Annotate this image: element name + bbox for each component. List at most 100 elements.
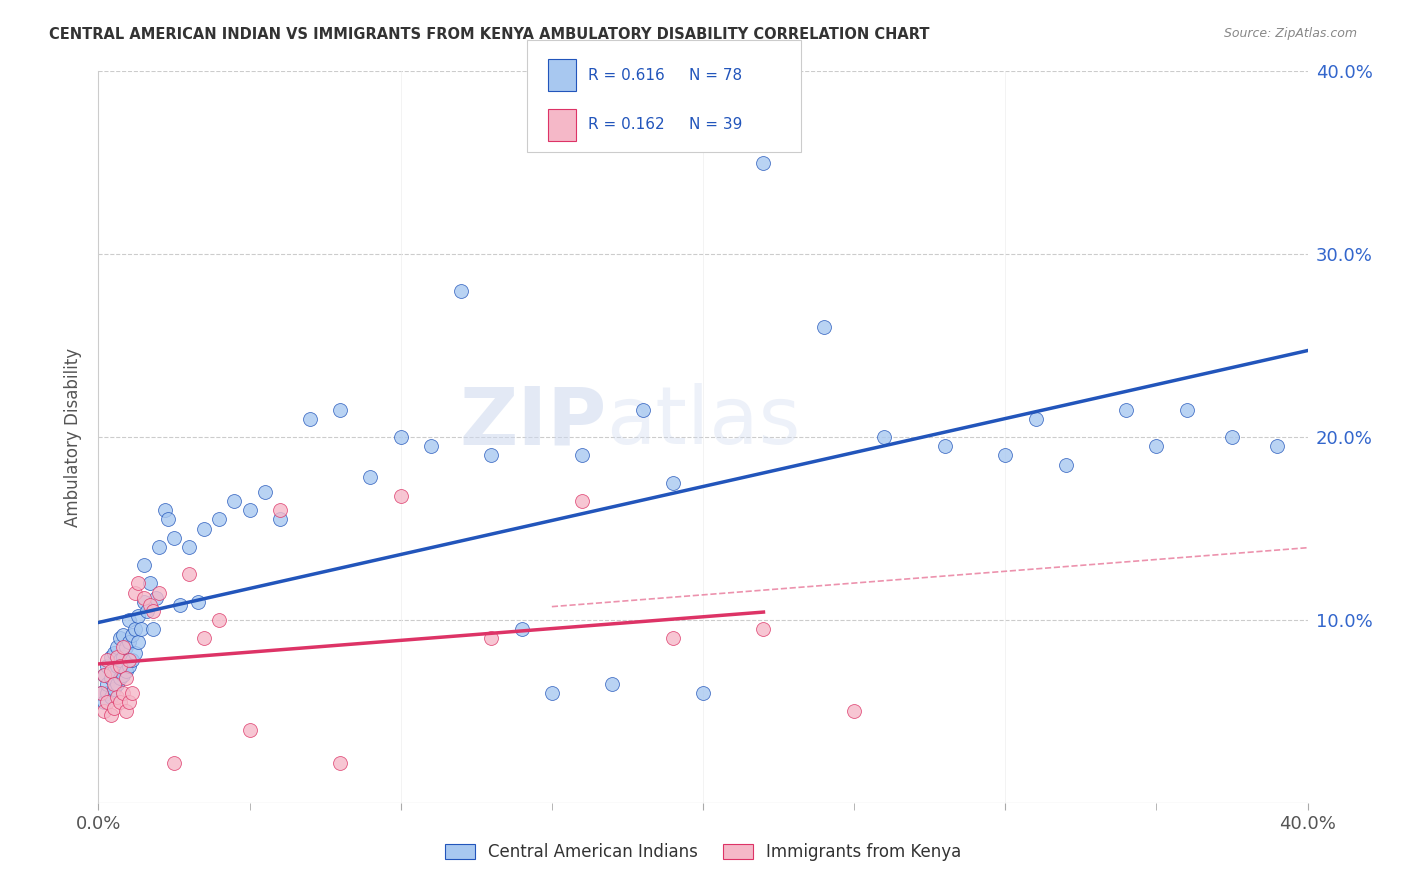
- Point: [96, 658, 118, 673]
- Legend: Central American Indians, Immigrants from Kenya: Central American Indians, Immigrants fro…: [437, 837, 969, 868]
- Text: Source: ZipAtlas.com: Source: ZipAtlas.com: [1223, 27, 1357, 40]
- Point: [103, 664, 125, 678]
- Point: [1144, 439, 1167, 453]
- Text: R = 0.616: R = 0.616: [588, 68, 665, 83]
- Point: [208, 613, 231, 627]
- Point: [103, 700, 125, 714]
- Point: [389, 489, 412, 503]
- Point: [100, 672, 122, 686]
- Point: [111, 686, 134, 700]
- Point: [103, 646, 125, 660]
- Point: [108, 658, 131, 673]
- Point: [510, 622, 533, 636]
- Point: [114, 705, 136, 719]
- Point: [994, 448, 1017, 462]
- Point: [187, 594, 209, 608]
- Point: [103, 677, 125, 691]
- Point: [124, 585, 146, 599]
- Point: [813, 320, 835, 334]
- Point: [132, 591, 155, 605]
- Point: [108, 632, 131, 646]
- Point: [124, 646, 146, 660]
- Point: [118, 658, 141, 673]
- Point: [108, 672, 131, 686]
- Point: [96, 695, 118, 709]
- Point: [156, 512, 179, 526]
- Point: [661, 632, 683, 646]
- Point: [139, 599, 162, 613]
- Point: [93, 667, 115, 681]
- Point: [111, 667, 134, 681]
- Point: [118, 635, 141, 649]
- Text: atlas: atlas: [606, 384, 800, 461]
- Text: R = 0.162: R = 0.162: [588, 117, 664, 132]
- Point: [389, 430, 412, 444]
- Text: N = 78: N = 78: [689, 68, 742, 83]
- Point: [121, 653, 143, 667]
- Point: [118, 653, 141, 667]
- Point: [124, 622, 146, 636]
- Point: [934, 439, 956, 453]
- Point: [163, 531, 186, 545]
- Point: [1220, 430, 1243, 444]
- Point: [93, 695, 115, 709]
- Point: [179, 540, 201, 554]
- Point: [132, 558, 155, 573]
- Point: [114, 664, 136, 678]
- Point: [118, 695, 141, 709]
- Point: [752, 156, 775, 170]
- Point: [96, 686, 118, 700]
- Y-axis label: Ambulatory Disability: Ambulatory Disability: [65, 348, 83, 526]
- Point: [96, 677, 118, 691]
- Point: [90, 686, 112, 700]
- Point: [100, 664, 122, 678]
- Point: [193, 632, 215, 646]
- Point: [420, 439, 443, 453]
- Point: [96, 653, 118, 667]
- Point: [129, 622, 152, 636]
- Point: [661, 475, 683, 490]
- Point: [169, 599, 191, 613]
- Point: [127, 609, 149, 624]
- Point: [105, 690, 128, 704]
- Point: [752, 622, 775, 636]
- Point: [90, 686, 112, 700]
- Point: [450, 284, 472, 298]
- Point: [540, 686, 562, 700]
- Point: [179, 567, 201, 582]
- Point: [1115, 402, 1137, 417]
- Point: [142, 622, 165, 636]
- Point: [105, 677, 128, 691]
- Point: [299, 412, 322, 426]
- Text: CENTRAL AMERICAN INDIAN VS IMMIGRANTS FROM KENYA AMBULATORY DISABILITY CORRELATI: CENTRAL AMERICAN INDIAN VS IMMIGRANTS FR…: [49, 27, 929, 42]
- Point: [631, 402, 654, 417]
- Point: [132, 594, 155, 608]
- Point: [111, 640, 134, 655]
- Point: [105, 649, 128, 664]
- Point: [93, 705, 115, 719]
- Point: [148, 585, 170, 599]
- Point: [111, 627, 134, 641]
- Point: [224, 494, 246, 508]
- Point: [108, 695, 131, 709]
- Point: [114, 672, 136, 686]
- Point: [105, 658, 128, 673]
- Point: [145, 591, 167, 605]
- Point: [103, 682, 125, 697]
- Point: [208, 512, 231, 526]
- Point: [1024, 412, 1046, 426]
- Point: [329, 756, 352, 770]
- Point: [481, 632, 503, 646]
- Point: [873, 430, 896, 444]
- Point: [153, 503, 176, 517]
- Point: [269, 512, 291, 526]
- Point: [114, 640, 136, 655]
- Point: [571, 448, 593, 462]
- Point: [139, 576, 162, 591]
- Point: [360, 470, 382, 484]
- Point: [121, 627, 143, 641]
- Point: [253, 485, 276, 500]
- Point: [127, 635, 149, 649]
- Point: [93, 667, 115, 681]
- Point: [481, 448, 503, 462]
